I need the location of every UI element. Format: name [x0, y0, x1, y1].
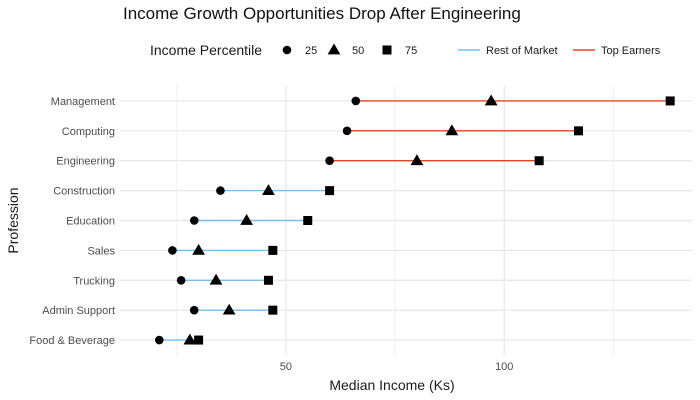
x-tick-label: 100	[495, 361, 513, 373]
point-p50	[484, 94, 498, 106]
y-tick-label: Engineering	[56, 156, 115, 168]
legend-line-label: Rest of Market	[486, 45, 558, 57]
legend-shape-label: 25	[305, 45, 317, 57]
point-p75	[194, 335, 204, 345]
y-tick-label: Food & Beverage	[29, 335, 115, 347]
point-p25	[342, 126, 352, 136]
point-p50	[183, 333, 197, 345]
point-p25	[176, 275, 186, 285]
point-p75	[325, 186, 335, 196]
point-p25	[168, 246, 177, 255]
legend-shape-label: 50	[352, 45, 364, 57]
point-p50	[209, 273, 223, 285]
y-tick-label: Sales	[87, 245, 115, 257]
legend-line-label: Top Earners	[601, 45, 661, 57]
point-p50	[262, 184, 275, 196]
y-tick-label: Construction	[53, 186, 115, 198]
legend-triangle-key	[327, 43, 341, 55]
point-p75	[268, 305, 278, 315]
point-p25	[189, 216, 199, 225]
point-p25	[325, 156, 334, 166]
point-p25	[189, 305, 199, 315]
x-axis-title: Median Income (Ks)	[329, 377, 454, 393]
point-p25	[216, 186, 225, 195]
point-p75	[303, 216, 313, 225]
point-p50	[445, 124, 459, 136]
point-p75	[665, 96, 675, 106]
point-p75	[573, 126, 583, 136]
point-p50	[222, 303, 236, 315]
y-tick-label: Trucking	[73, 275, 115, 287]
point-p75	[268, 245, 278, 255]
legend-square-key	[382, 45, 392, 55]
x-tick-label: 50	[280, 361, 292, 373]
y-axis-title: Profession	[5, 187, 21, 253]
point-p75	[263, 275, 273, 285]
point-p25	[351, 96, 361, 106]
point-p25	[154, 335, 164, 345]
chart-title: Income Growth Opportunities Drop After E…	[123, 4, 521, 23]
y-tick-label: Admin Support	[42, 305, 115, 317]
point-p50	[410, 154, 424, 166]
y-tick-label: Education	[66, 216, 115, 228]
legend-shape-label: 75	[405, 45, 417, 57]
point-p75	[534, 156, 544, 166]
y-tick-label: Management	[51, 96, 115, 108]
point-p50	[240, 214, 254, 225]
y-tick-label: Computing	[62, 126, 115, 138]
legend-circle-key	[282, 45, 292, 55]
point-p50	[192, 243, 205, 255]
legend-title: Income Percentile	[150, 42, 262, 58]
